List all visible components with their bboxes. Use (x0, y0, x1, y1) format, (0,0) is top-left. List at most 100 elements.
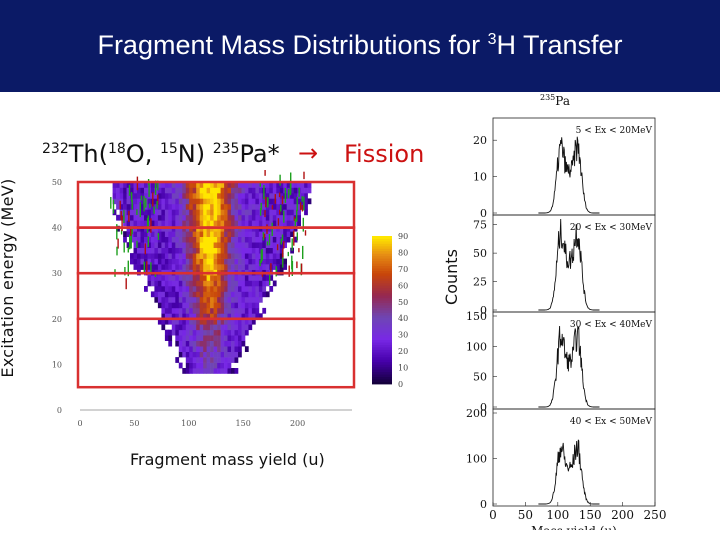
heatmap-cell (164, 291, 169, 298)
heatmap-cell (262, 242, 267, 248)
heatmap-cell (234, 220, 239, 227)
heatmap-cell (248, 182, 253, 188)
heatmap-cell (123, 198, 127, 205)
colorbar-segment (372, 248, 392, 252)
heatmap-cell (234, 351, 239, 358)
colorbar-segment (372, 265, 392, 269)
heatmap-cell (192, 203, 197, 210)
heatmap-cell (168, 236, 173, 243)
heatmap-cell (126, 187, 131, 194)
heatmap-noise-mark (290, 172, 292, 188)
heatmap-noise-mark (259, 181, 261, 187)
heatmap-cell (251, 264, 256, 270)
heatmap-cell (123, 182, 127, 188)
heatmap-cell (206, 247, 211, 254)
heatmap-cell (248, 187, 253, 194)
heatmap-cell (189, 296, 193, 303)
heatmap-cell (192, 318, 197, 325)
heatmap-cell (231, 187, 235, 194)
heatmap-cell (217, 324, 221, 331)
heatmap-cell (290, 203, 294, 210)
heatmap-cell (157, 296, 162, 303)
heatmap-noise-mark (279, 174, 281, 186)
heatmap-cell (220, 351, 225, 358)
heatmap-cell (283, 264, 287, 270)
heatmap-cell (276, 203, 281, 210)
heatmap-cell (276, 264, 281, 270)
colorbar-segment (372, 238, 392, 242)
heatmap-cell (307, 187, 312, 194)
heatmap-cell (220, 368, 225, 374)
heatmap-cell (178, 302, 183, 309)
heatmap-cell (244, 307, 249, 314)
heatmap-cell (227, 351, 232, 358)
heatmap-cell (262, 220, 267, 227)
heatmap-cell (203, 258, 207, 265)
heatmap-cell (251, 182, 256, 188)
heatmap-noise-mark (116, 246, 118, 256)
heatmap-cell (164, 307, 169, 314)
heatmap-cell (217, 242, 221, 248)
heatmap-noise-mark (298, 248, 300, 253)
heatmap-cell (244, 286, 249, 292)
heatmap-cell (150, 247, 155, 254)
heatmap-cell (244, 192, 249, 199)
heatmap-cell (164, 264, 169, 270)
heatmap-cell (220, 340, 225, 347)
heatmap-cell (150, 253, 155, 259)
heatmap-cell (231, 340, 235, 347)
heatmap-noise-mark (281, 234, 284, 241)
heatmap-cell (175, 247, 180, 254)
spectra-chart: 5 < Ex < 20MeV 0 10 20 20 < Ex < 30MeV 0 25 50 7… (466, 117, 666, 530)
heatmap-cell (199, 346, 204, 352)
colorbar-segment (372, 381, 392, 385)
heatmap-cell (224, 357, 228, 363)
colorbar-segment (372, 285, 392, 289)
heatmap-cell (262, 236, 267, 243)
heatmap-cell (241, 324, 246, 331)
heatmap-cell (227, 318, 232, 325)
heatmap-cell (241, 247, 246, 254)
heatmap-cell (203, 182, 207, 188)
heatmap-cell (238, 253, 242, 259)
heatmap-cell (234, 368, 239, 374)
heatmap-cell (203, 335, 207, 341)
heatmap-cell (192, 340, 197, 347)
heatmap-cell (161, 236, 166, 243)
heatmap-cell (210, 291, 214, 298)
heatmap-noise-mark (299, 202, 302, 211)
heatmap-cell (150, 209, 155, 216)
heatmap-cell (251, 313, 256, 320)
heatmap-cell (258, 296, 263, 303)
heatmap-cell (203, 236, 207, 243)
heatmap-cell (164, 182, 169, 188)
heatmap-cell (255, 296, 260, 303)
heatmap-cell (220, 286, 225, 292)
heatmap-cell (258, 313, 263, 320)
heatmap-cell (276, 236, 281, 243)
heatmap-cell (258, 291, 263, 298)
heatmap-cell (164, 192, 169, 199)
heatmap-cell (217, 286, 221, 292)
heatmap-cell (182, 324, 187, 331)
heatmap-cell (185, 203, 190, 210)
panel-ytick-label: 50 (473, 247, 487, 260)
heatmap-cell (244, 264, 249, 270)
heatmap-cell (258, 236, 263, 243)
heatmap-cell (238, 324, 242, 331)
heatmap-cell (185, 275, 190, 281)
heatmap-cell (206, 324, 211, 331)
heatmap-cell (182, 247, 187, 254)
heatmap-noise-mark (149, 203, 151, 209)
heatmap-cell (185, 351, 190, 358)
heatmap-noise-mark (130, 226, 132, 236)
heatmap-cell (279, 192, 284, 199)
colorbar-segment (372, 342, 392, 345)
heatmap-cell (144, 231, 148, 237)
heatmap-cell (244, 302, 249, 309)
heatmap-cell (130, 187, 134, 194)
heatmap-cell (304, 198, 308, 205)
heatmap-cell (276, 192, 281, 199)
heatmap-cell (244, 313, 249, 320)
heatmap-cell (164, 318, 169, 325)
